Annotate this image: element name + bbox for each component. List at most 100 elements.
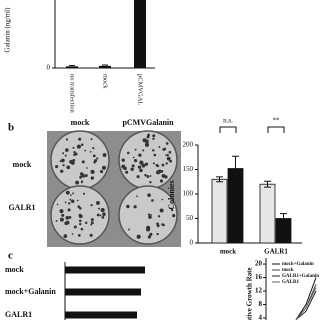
colony (157, 215, 161, 218)
colony (100, 208, 105, 213)
colony (136, 195, 138, 197)
plate-row: GALR1 (8, 203, 35, 212)
colony (55, 220, 58, 222)
y-tick-label: 150 (183, 165, 194, 173)
colony (75, 180, 80, 185)
colony (83, 192, 86, 195)
y-axis-label: Relative Growth Rate (246, 267, 254, 320)
colony (142, 149, 145, 152)
colony (59, 217, 64, 222)
colony (123, 166, 127, 171)
colony (150, 214, 152, 216)
colony (125, 170, 129, 174)
category-label: GALR1 (5, 310, 32, 319)
colony (152, 134, 156, 138)
colony (72, 192, 74, 195)
colony (84, 149, 87, 152)
colony (90, 169, 95, 174)
colony (96, 213, 100, 217)
colony (146, 227, 151, 232)
colony (148, 215, 152, 219)
colony (73, 225, 77, 229)
colony (168, 157, 171, 160)
colony (62, 152, 65, 155)
colony (98, 207, 101, 210)
colony (139, 160, 144, 165)
colony (172, 213, 176, 218)
colony (76, 199, 79, 202)
colony (151, 199, 154, 202)
colony (158, 146, 161, 148)
colony (69, 159, 73, 164)
colony (101, 165, 107, 170)
colony (161, 174, 166, 178)
error-bar (232, 155, 239, 182)
colony (102, 212, 106, 216)
bar (65, 288, 141, 296)
colony (90, 204, 93, 207)
x-tick-label: mock (102, 74, 109, 89)
colony (146, 175, 150, 178)
y-tick-label: 0 (47, 64, 51, 72)
series-line (295, 277, 317, 320)
colony (141, 163, 146, 168)
colony (73, 151, 76, 154)
plate-row: mock (13, 160, 32, 169)
colony (134, 148, 137, 151)
colony (69, 198, 72, 201)
colony (149, 175, 152, 177)
error-bar (264, 180, 271, 188)
colony (67, 208, 71, 212)
colony (144, 174, 147, 177)
colony (64, 221, 69, 226)
colony (78, 219, 82, 223)
colony (147, 213, 151, 216)
colony (84, 174, 88, 178)
colony (81, 160, 85, 164)
legend-label: mock (282, 268, 294, 273)
colony (79, 172, 84, 176)
colony (86, 167, 88, 169)
colony (162, 224, 165, 226)
colony (90, 176, 95, 180)
colony (62, 164, 65, 167)
colony (161, 163, 165, 167)
colony (65, 138, 69, 141)
colony (55, 165, 59, 169)
colony (61, 213, 65, 217)
colony (159, 179, 164, 183)
colony (138, 153, 142, 157)
colony (132, 156, 135, 159)
colony (100, 170, 104, 174)
colony (64, 201, 67, 204)
colony (77, 234, 81, 237)
colony (60, 158, 65, 163)
bar (65, 311, 137, 319)
colony (99, 214, 102, 217)
colony (152, 162, 155, 165)
colony (78, 137, 82, 141)
error-bar (216, 176, 223, 183)
bracket (267, 126, 285, 133)
colony (65, 148, 69, 152)
bracket (219, 126, 237, 133)
colony (133, 205, 137, 209)
colony (139, 168, 143, 173)
colony (76, 144, 81, 149)
colony (159, 208, 164, 213)
colony (60, 169, 64, 173)
colony (128, 228, 130, 231)
panel-label: b (8, 122, 14, 134)
bar (65, 266, 145, 274)
colony (65, 216, 70, 220)
colony (149, 232, 153, 236)
colony (65, 190, 70, 195)
colony (64, 154, 67, 157)
y-tick-label: 4 (259, 314, 263, 320)
colony (168, 150, 172, 154)
colony (96, 157, 99, 160)
y-tick-label: 0 (190, 239, 194, 247)
x-tick-label: pCMVGAL (137, 74, 144, 105)
series-line (295, 290, 317, 320)
